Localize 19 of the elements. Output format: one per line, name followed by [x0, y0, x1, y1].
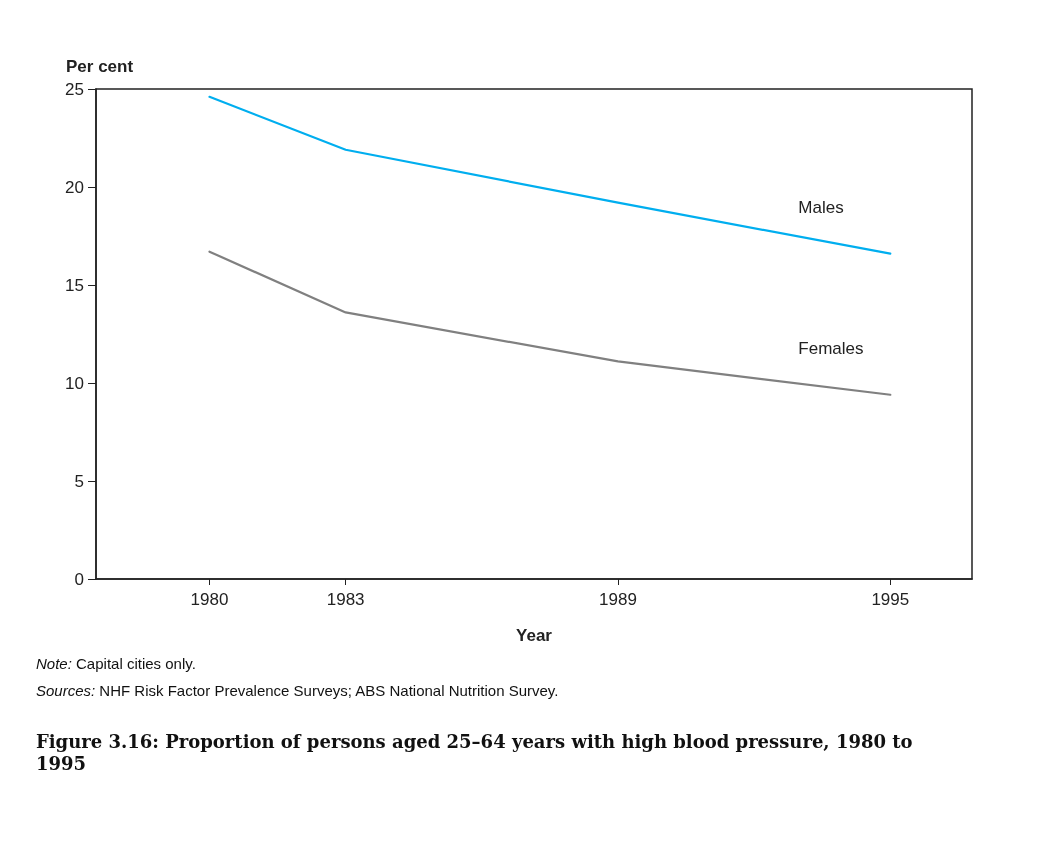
x-tick-label: 1995 — [871, 590, 910, 609]
text: Note: Capital cities only. — [36, 655, 197, 672]
x-axis-title: Year — [516, 626, 553, 645]
x-tick-label: 1989 — [599, 590, 637, 609]
source-note: Sources: NHF Risk Factor Prevalence Surveys; ABS National Nutrition Survey. — [36, 682, 560, 699]
series-label: Males — [798, 198, 844, 218]
y-tick-label: 5 — [74, 471, 84, 491]
y-tick-label: 20 — [65, 177, 84, 197]
y-tick-label: 15 — [65, 275, 84, 295]
y-tick-label: 0 — [74, 569, 84, 589]
y-axis-title: Per cent — [66, 57, 134, 76]
y-tick-label: 25 — [65, 79, 84, 99]
x-tick-label: 1983 — [326, 590, 365, 609]
y-tick-label: 10 — [65, 373, 84, 393]
series-label: Females — [798, 339, 864, 359]
text: Figure 3.16: Proportion of persons aged 25–64 years with high blood pressure, 1980 to 1995 — [35, 730, 914, 775]
line-series — [208, 95, 892, 255]
line-series — [208, 250, 892, 396]
x-tick-label: 1980 — [190, 590, 229, 609]
